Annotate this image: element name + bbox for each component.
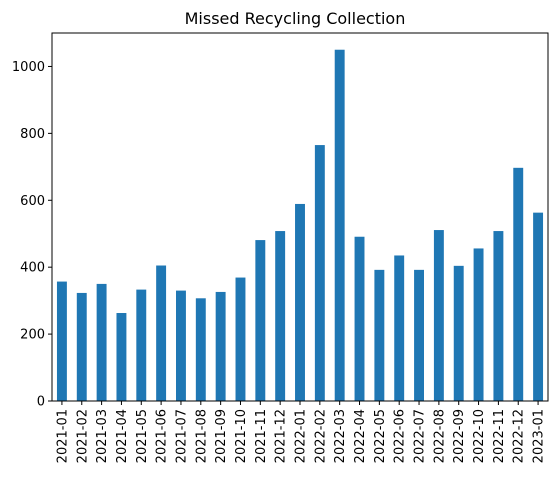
- bar-2021-07: [176, 290, 186, 401]
- y-tick-label: 800: [20, 127, 45, 142]
- bar-2021-09: [215, 291, 226, 401]
- plot-frame: [51, 32, 549, 402]
- x-tick-label: 2021-03: [95, 409, 110, 463]
- x-tick-label: 2022-10: [472, 409, 487, 463]
- bar-2021-01: [56, 281, 67, 401]
- x-tick-label: 2021-11: [254, 409, 269, 463]
- bar-2021-02: [76, 292, 87, 401]
- y-tick-label: 600: [20, 194, 45, 209]
- bar-2021-06: [156, 265, 167, 401]
- x-axis: 2021-01 2021-02 2021-03 2021-04 2021-05 2021-…: [55, 401, 547, 463]
- x-tick-label: 2022-09: [452, 409, 467, 463]
- y-tick-label: 400: [20, 261, 45, 276]
- x-tick-label: 2021-07: [174, 409, 189, 463]
- bar-2022-12: [513, 167, 524, 401]
- bar-2022-04: [354, 236, 365, 401]
- bar-2022-09: [453, 265, 464, 401]
- x-tick-label: 2021-06: [155, 409, 170, 463]
- x-tick-label: 2021-08: [194, 409, 209, 463]
- x-tick-label: 2021-04: [115, 409, 130, 463]
- x-tick-label: 2021-10: [234, 409, 249, 463]
- x-tick-label: 2022-06: [393, 409, 408, 463]
- x-tick-label: 2021-09: [214, 409, 229, 463]
- bar-2021-08: [195, 298, 206, 401]
- bar-2022-10: [473, 248, 484, 401]
- x-tick-label: 2022-08: [432, 409, 447, 463]
- bar-2021-05: [136, 289, 147, 401]
- x-tick-label: 2021-02: [75, 409, 90, 463]
- bar-2021-11: [255, 240, 266, 401]
- x-tick-label: 2022-12: [512, 409, 527, 463]
- y-tick-label: 200: [20, 328, 45, 343]
- bar-2021-10: [235, 277, 246, 401]
- x-tick-label: 2022-03: [333, 409, 348, 463]
- bar-2022-02: [314, 145, 325, 401]
- bar-2022-05: [374, 269, 385, 401]
- x-tick-label: 2023-01: [532, 409, 547, 463]
- bar-2021-04: [116, 313, 127, 401]
- x-tick-label: 2022-01: [294, 409, 309, 463]
- x-tick-label: 2022-04: [353, 409, 368, 463]
- y-axis: 0 200 400 600 800 1000: [12, 60, 52, 410]
- bars-group: [56, 49, 544, 401]
- x-tick-label: 2021-01: [55, 409, 70, 463]
- x-tick-label: 2022-11: [492, 409, 507, 463]
- x-tick-label: 2022-02: [313, 409, 328, 463]
- chart-title: Missed Recycling Collection: [185, 9, 406, 28]
- bar-2022-11: [493, 231, 504, 401]
- y-tick-label: 0: [37, 395, 45, 410]
- bar-2021-12: [275, 231, 286, 401]
- bar-2022-08: [433, 230, 444, 401]
- bar-2022-06: [394, 255, 405, 401]
- bar-2022-01: [295, 203, 305, 401]
- x-tick-label: 2021-05: [135, 409, 150, 463]
- x-tick-label: 2021-12: [274, 409, 289, 463]
- bar-2021-03: [96, 283, 107, 401]
- bar-2022-07: [414, 269, 424, 401]
- bar-2022-03: [334, 49, 345, 401]
- bar-2023-01: [533, 212, 544, 401]
- x-tick-label: 2022-05: [373, 409, 388, 463]
- y-tick-label: 1000: [12, 60, 45, 75]
- x-tick-label: 2022-07: [413, 409, 428, 463]
